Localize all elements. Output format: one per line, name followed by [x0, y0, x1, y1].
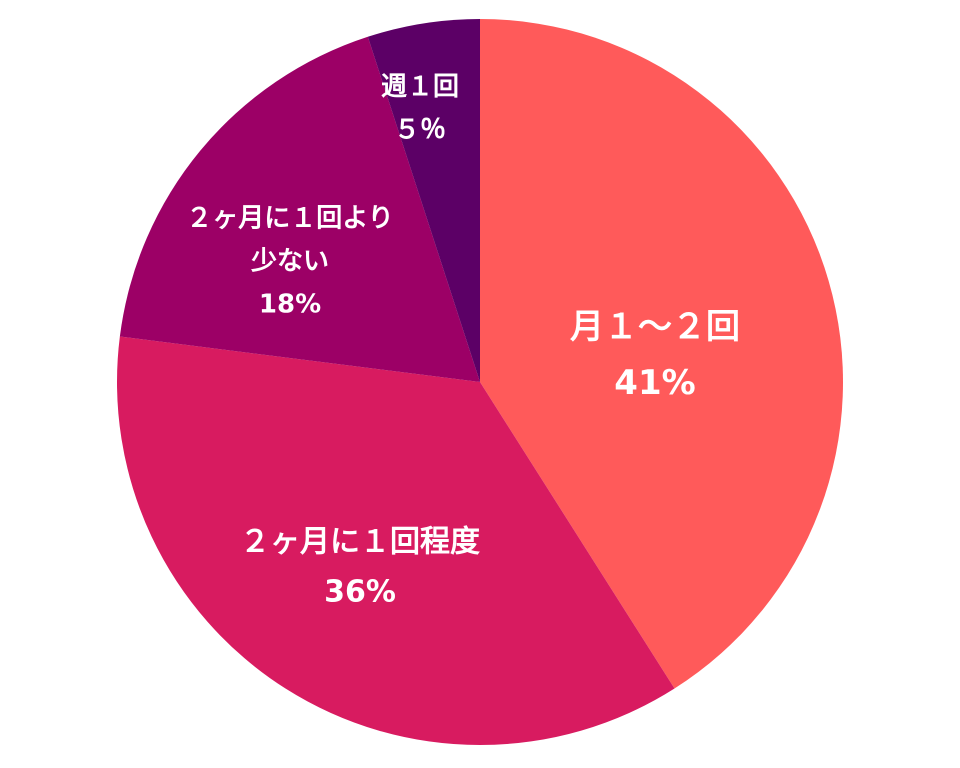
category-label: ２ヶ月に１回程度: [240, 524, 480, 560]
category-label: 月１～２回: [570, 306, 740, 347]
pie-slice: [367, 19, 480, 382]
value-label: 36%: [324, 574, 396, 609]
value-label: ５％: [393, 115, 447, 145]
slice-label: ２ヶ月に１回より 少ない 18%: [186, 198, 393, 327]
value-label: 41%: [614, 363, 696, 403]
slice-label: 週１回 ５％: [381, 66, 459, 152]
pie-slice: [480, 19, 843, 689]
slice-label: ２ヶ月に１回程度 36%: [240, 518, 480, 617]
category-label: ２ヶ月に１回より 少ない: [186, 203, 394, 277]
category-label: 週１回: [380, 72, 460, 103]
pie-slice: [117, 336, 675, 745]
pie-slice: [119, 36, 480, 383]
slice-label: 月１～２回 41%: [570, 299, 740, 411]
value-label: 18%: [258, 289, 322, 320]
